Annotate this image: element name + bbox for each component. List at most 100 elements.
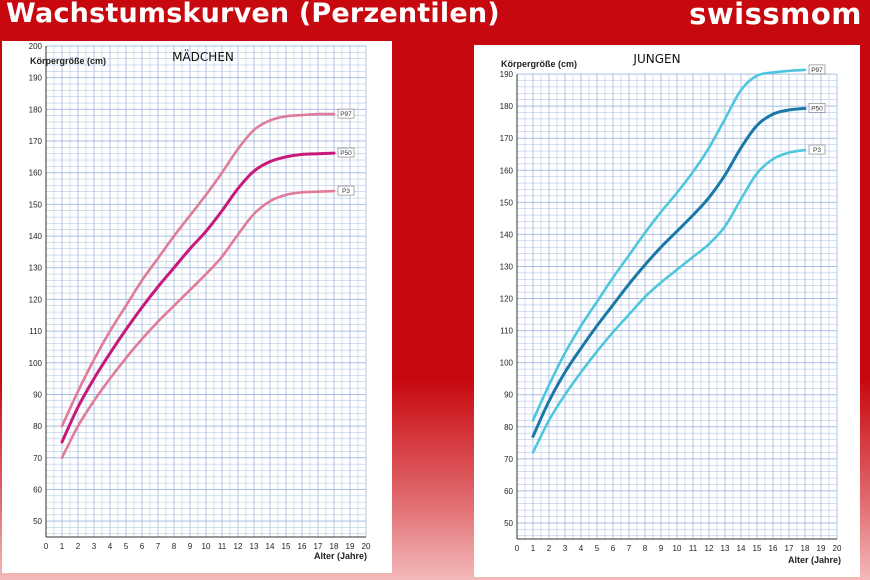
girls-p3-label: P3	[342, 188, 350, 195]
boys-y-tick-label: 90	[504, 391, 513, 400]
girls-x-tick-label: 2	[76, 542, 81, 551]
girls-y-tick-label: 120	[29, 295, 43, 304]
girls-y-tick-label: 100	[29, 359, 43, 368]
boys-y-tick-label: 50	[504, 519, 513, 528]
boys-x-tick-label: 20	[833, 544, 842, 553]
girls-y-tick-label: 180	[29, 105, 43, 114]
boys-x-tick-label: 5	[595, 544, 600, 553]
boys-y-tick-label: 190	[500, 70, 514, 79]
swissmom-logo: swissmom	[689, 0, 862, 31]
boys-x-tick-label: 6	[611, 544, 616, 553]
girls-x-tick-label: 14	[266, 542, 275, 551]
girls-x-tick-label: 4	[108, 542, 113, 551]
girls-p3-label-box	[337, 185, 355, 196]
boys-x-tick-label: 18	[801, 544, 810, 553]
girls-x-tick-label: 18	[330, 542, 339, 551]
girls-chart-title: MÄDCHEN	[172, 49, 234, 64]
girls-x-tick-label: 7	[156, 542, 161, 551]
girls-x-axis-label: Alter (Jahre)	[314, 551, 367, 561]
boys-y-axis-label: Körpergröße (cm)	[501, 59, 577, 69]
girls-y-axis-label: Körpergröße (cm)	[30, 56, 106, 66]
girls-x-tick-label: 5	[124, 542, 129, 551]
boys-p50-label: P50	[811, 105, 823, 112]
girls-y-tick-label: 90	[33, 390, 42, 399]
page-title: Wachstumskurven (Perzentilen)	[6, 0, 500, 29]
boys-x-tick-label: 4	[579, 544, 584, 553]
girls-y-tick-label: 60	[33, 485, 42, 494]
chart-panel-boys: 50 60 70 80 90 100 110 120 130 140 150 160 170 180 190…	[474, 45, 860, 577]
girls-x-tick-label: 17	[314, 542, 323, 551]
girls-p50-label-box	[337, 147, 355, 158]
girls-x-tick-label: 20	[362, 542, 371, 551]
boys-y-tick-label: 110	[500, 327, 513, 336]
boys-p3-curve	[531, 148, 807, 454]
girls-x-tick-label: 15	[282, 542, 291, 551]
boys-p97-curve	[531, 68, 807, 422]
girls-x-tick-label: 11	[218, 542, 227, 551]
boys-y-tick-label: 60	[504, 487, 513, 496]
girls-p50-label: P50	[340, 150, 352, 157]
girls-y-tick-label: 200	[29, 42, 43, 51]
girls-x-tick-label: 1	[60, 542, 65, 551]
girls-p3-curve	[60, 189, 336, 460]
boys-x-tick-label: 2	[547, 544, 552, 553]
boys-p97-label-box	[808, 64, 826, 75]
boys-y-tick-label: 150	[500, 198, 514, 207]
girls-x-tick-label: 8	[172, 542, 177, 551]
girls-x-tick-label: 9	[188, 542, 193, 551]
boys-x-axis-label: Alter (Jahre)	[788, 555, 841, 565]
chart-panel-girls: 50 60 70 80 90 100 110 120 130 140 150 160 170 180 190…	[2, 41, 392, 573]
girls-y-tick-label: 150	[29, 200, 43, 209]
girls-x-tick-label: 10	[202, 542, 211, 551]
boys-y-tick-label: 80	[504, 423, 513, 432]
boys-y-tick-label: 100	[500, 359, 514, 368]
boys-x-tick-label: 3	[563, 544, 568, 553]
girls-x-tick-label: 16	[298, 542, 307, 551]
girls-y-tick-label: 110	[29, 327, 42, 336]
girls-y-tick-label: 70	[33, 454, 42, 463]
girls-p97-label: P97	[340, 111, 352, 118]
boys-p50-label-box	[808, 103, 826, 113]
boys-p50-curve	[531, 106, 807, 438]
girls-x-tick-label: 3	[92, 542, 97, 551]
boys-x-tick-label: 12	[705, 544, 714, 553]
boys-chart-title: JUNGEN	[632, 52, 680, 66]
girls-x-tick-label: 13	[250, 542, 259, 551]
girls-x-tick-label: 0	[44, 542, 49, 551]
boys-x-tick-label: 11	[689, 544, 698, 553]
boys-x-tick-label: 14	[737, 544, 746, 553]
boys-y-tick-label: 160	[500, 166, 514, 175]
girls-grid	[46, 45, 367, 537]
boys-x-tick-label: 13	[721, 544, 730, 553]
boys-x-tick-label: 10	[673, 544, 682, 553]
boys-x-tick-label: 8	[643, 544, 648, 553]
girls-x-tick-label: 6	[140, 542, 145, 551]
boys-y-tick-label: 180	[500, 102, 514, 111]
boys-x-tick-label: 0	[515, 544, 520, 553]
boys-growth-chart: 5060708090100110120130140150160170180190…	[500, 52, 842, 565]
girls-y-tick-label: 80	[33, 422, 42, 431]
boys-x-tick-label: 9	[659, 544, 664, 553]
boys-y-tick-label: 130	[500, 262, 514, 271]
boys-p97-label: P97	[811, 67, 823, 74]
boys-x-tick-label: 17	[785, 544, 794, 553]
boys-y-tick-label: 140	[500, 230, 514, 239]
girls-x-tick-label: 19	[346, 542, 355, 551]
girls-y-tick-label: 130	[29, 264, 43, 273]
boys-y-tick-label: 120	[500, 295, 514, 304]
boys-x-tick-label: 15	[753, 544, 762, 553]
girls-y-tick-label: 190	[29, 74, 43, 83]
boys-x-tick-label: 19	[817, 544, 826, 553]
girls-p97-label-box	[337, 108, 355, 119]
girls-y-tick-label: 50	[33, 517, 42, 526]
girls-p50-curve	[60, 151, 336, 444]
girls-growth-chart: 5060708090100110120130140150160170180190…	[29, 42, 371, 561]
girls-y-tick-label: 160	[29, 169, 43, 178]
boys-p3-label: P3	[813, 147, 821, 154]
girls-y-tick-label: 170	[29, 137, 43, 146]
boys-y-tick-label: 70	[504, 455, 513, 464]
girls-p97-curve	[60, 112, 336, 428]
boys-p3-label-box	[808, 144, 826, 155]
boys-y-tick-label: 170	[500, 134, 514, 143]
boys-x-tick-label: 1	[531, 544, 536, 553]
